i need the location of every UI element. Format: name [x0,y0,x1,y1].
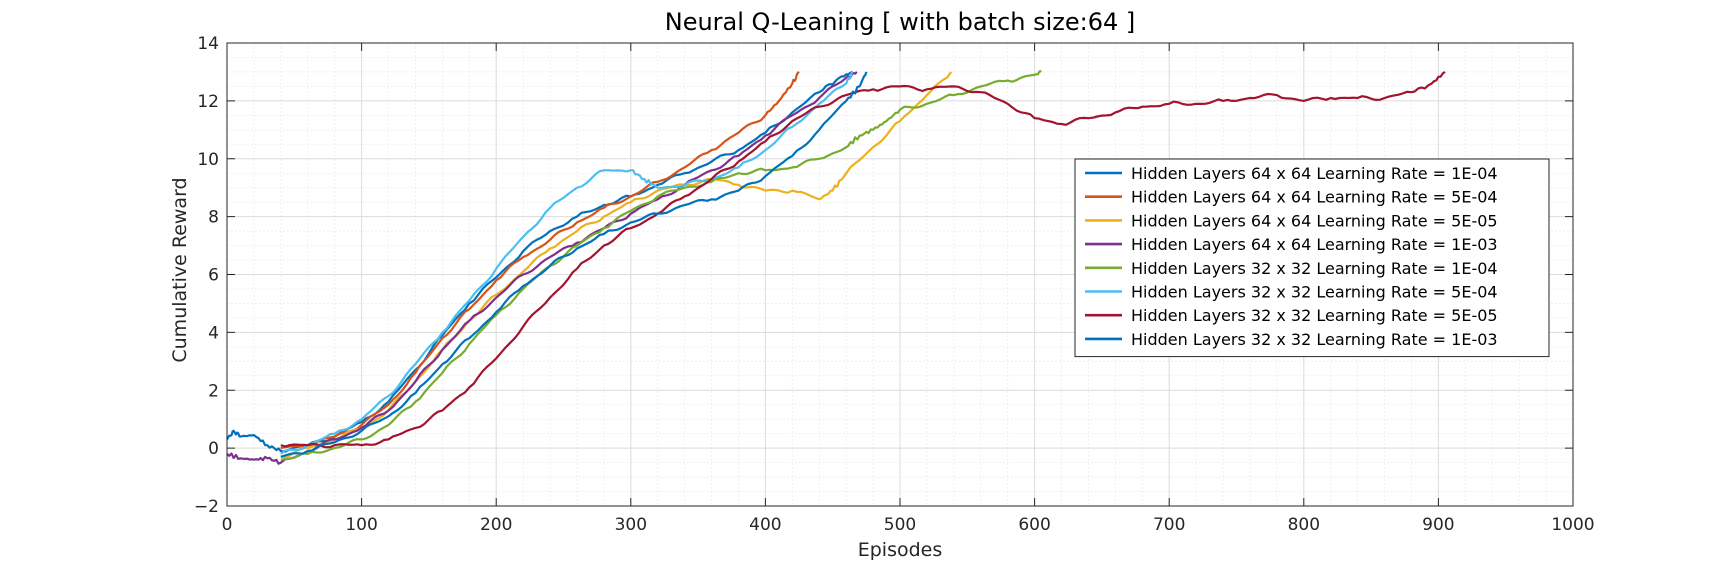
y-tick-label: 12 [197,92,219,112]
x-tick-label: 900 [1422,515,1454,535]
x-tick-label: 0 [222,515,233,535]
series-line-5 [280,70,1042,461]
x-tick-label: 1000 [1551,515,1594,535]
x-tick-label: 300 [615,515,647,535]
series-line-6 [280,71,854,455]
legend-box [1074,158,1550,358]
x-tick-label: 100 [345,515,377,535]
legend-entry-8: Hidden Layers 32 x 32 Learning Rate = 1E… [1131,330,1498,349]
y-tick-label: −2 [194,497,219,517]
tick-labels: 0 100 200 300 400 500 600 700 800 900 1000−2024681… [194,34,1595,535]
y-tick-label: 4 [208,323,219,343]
x-tick-label: 200 [480,515,512,535]
axes [226,42,1574,507]
x-tick-label: 600 [1018,515,1050,535]
series-line-7 [280,70,1446,449]
y-tick-label: 6 [208,266,219,286]
x-tick-label: 400 [749,515,781,535]
x-tick-label: 700 [1153,515,1185,535]
series-line-2 [280,71,800,450]
chart-title: Neural Q-Leaning [ with batch size:64 ] [665,8,1135,36]
legend-entry-7: Hidden Layers 32 x 32 Learning Rate = 5E… [1131,306,1498,325]
y-tick-label: 8 [208,208,219,228]
y-tick-label: 2 [208,381,219,401]
legend-entry-6: Hidden Layers 32 x 32 Learning Rate = 5E… [1131,283,1498,302]
y-axis-label: Cumulative Reward [169,177,191,362]
series-line-8 [280,71,868,458]
legend-entry-4: Hidden Layers 64 x 64 Learning Rate = 1E… [1131,235,1498,254]
series-line-1 [226,70,854,453]
y-tick-label: 0 [208,439,219,459]
series-layer [226,70,1446,465]
legend-entry-2: Hidden Layers 64 x 64 Learning Rate = 5E… [1131,188,1498,207]
x-axis-label: Episodes [858,539,943,561]
y-tick-label: 14 [197,34,219,54]
y-tick-label: 10 [197,150,219,170]
legend: Hidden Layers 64 x 64 Learning Rate = 1E… [1074,158,1550,358]
legend-entry-5: Hidden Layers 32 x 32 Learning Rate = 1E… [1131,259,1498,278]
legend-entry-1: Hidden Layers 64 x 64 Learning Rate = 1E… [1131,164,1498,183]
x-tick-label: 500 [884,515,916,535]
x-tick-label: 800 [1288,515,1320,535]
series-line-3 [280,71,953,459]
legend-entry-3: Hidden Layers 64 x 64 Learning Rate = 5E… [1131,211,1498,230]
